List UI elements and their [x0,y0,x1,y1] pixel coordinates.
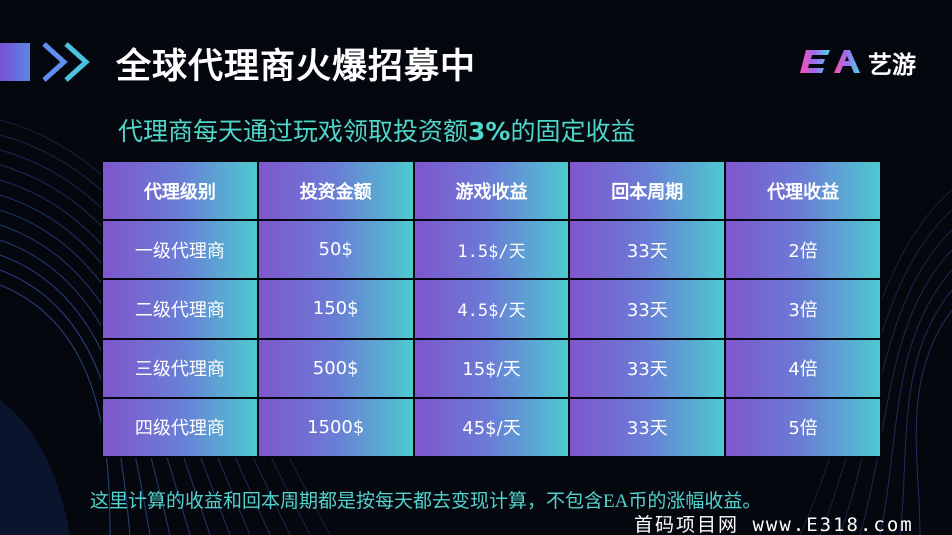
table-cell-investment: 500$ [258,339,413,397]
table-cell-game-income: 4.5$/天 [414,280,569,338]
page-title: 全球代理商火爆招募中 [116,47,477,87]
table-cell-game-income: 15$/天 [414,339,569,397]
table-header-payback-period: 回本周期 [570,162,725,220]
agent-level-table: 代理级别 投资金额 游戏收益 回本周期 代理收益 一级代理商 50$ 1.5$/… [101,160,882,458]
table-cell-level: 二级代理商 [103,280,257,338]
table-cell-investment: 50$ [258,221,413,279]
table-cell-payback-period: 33天 [570,280,725,338]
table-cell-investment: 1500$ [258,398,413,456]
table-header-level: 代理级别 [103,162,257,220]
double-chevron-right-icon [42,42,90,82]
title-accent-bar [0,43,30,81]
subtitle: 代理商每天通过玩戏领取投资额3%的固定收益 [118,112,635,148]
table-cell-agent-income: 5倍 [726,398,880,456]
brand-name: 艺游 [868,51,916,79]
table-cell-level: 一级代理商 [103,221,257,279]
table-cell-payback-period: 33天 [570,339,725,397]
subtitle-prefix: 代理商每天通过玩戏领取投资额 [118,117,469,146]
footer-note: 这里计算的收益和回本周期都是按每天都去变现计算，不包含EA币的涨幅收益。 [90,491,762,512]
table-cell-game-income: 45$/天 [414,398,569,456]
table-cell-game-income: 1.5$/天 [414,221,569,279]
table-cell-agent-income: 3倍 [726,280,880,338]
table-cell-level: 四级代理商 [103,398,257,456]
table-header-investment: 投资金额 [258,162,413,220]
table-header-agent-income: 代理收益 [726,162,880,220]
table-cell-payback-period: 33天 [570,221,725,279]
table-cell-agent-income: 2倍 [726,221,880,279]
table-cell-payback-period: 33天 [570,398,725,456]
table-cell-level: 三级代理商 [103,339,257,397]
table-cell-agent-income: 4倍 [726,339,880,397]
table-cell-investment: 150$ [258,280,413,338]
subtitle-suffix: 的固定收益 [510,117,636,146]
table-header-game-income: 游戏收益 [414,162,569,220]
watermark: 首码项目网 www.E318.com [634,514,914,535]
subtitle-highlight: 3% [468,117,511,146]
ea-logo-icon [800,50,860,73]
